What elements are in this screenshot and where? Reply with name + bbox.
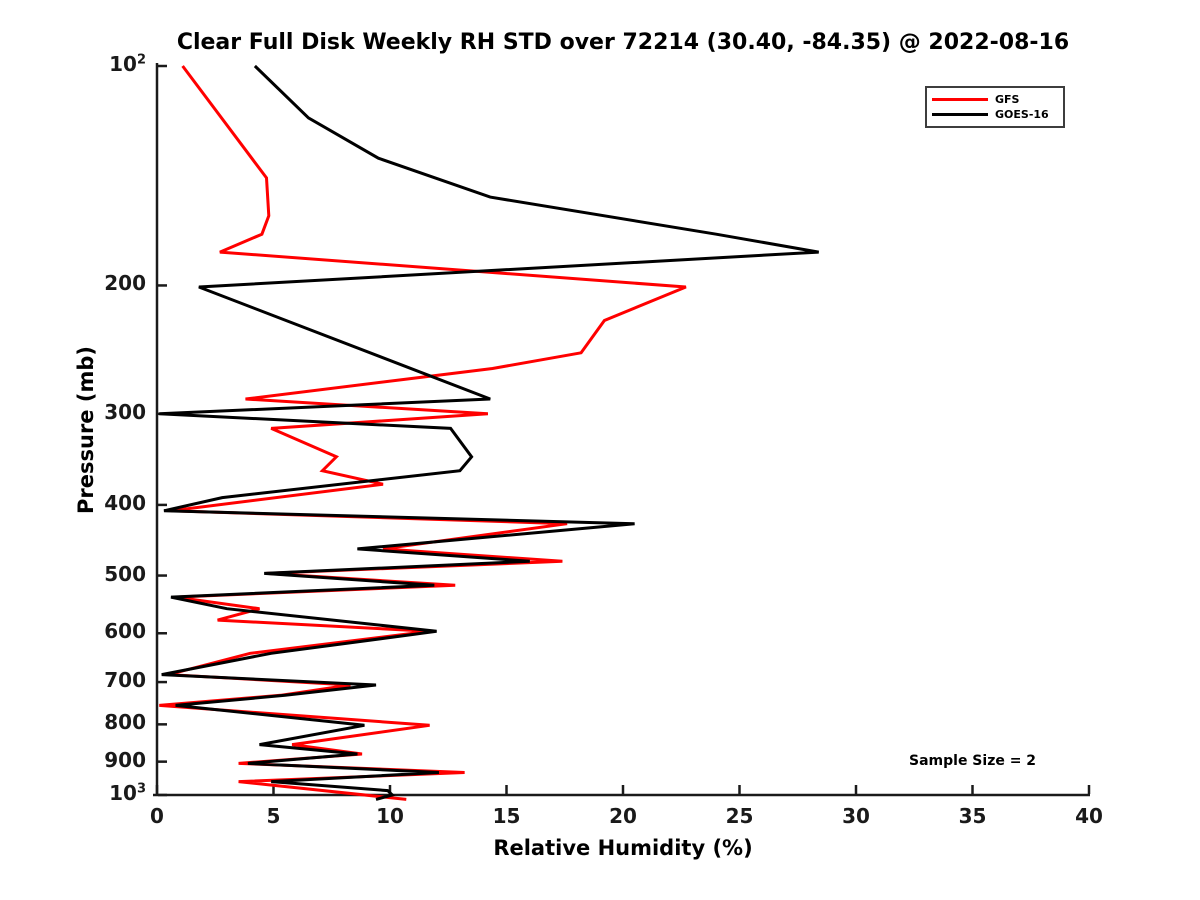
sample-size-annotation: Sample Size = 2 bbox=[909, 753, 1037, 769]
legend-item-goes16: GOES-16 bbox=[932, 107, 1058, 122]
gfs-line-swatch bbox=[932, 98, 988, 101]
y-tick-label: 900 bbox=[104, 747, 146, 772]
goes16-line-swatch bbox=[932, 113, 988, 116]
y-tick-label: 102 bbox=[109, 52, 146, 76]
y-tick-label: 200 bbox=[104, 271, 146, 296]
x-tick-label: 40 bbox=[1075, 804, 1103, 828]
x-tick-label: 25 bbox=[725, 804, 754, 828]
x-tick-label: 10 bbox=[376, 804, 404, 828]
x-axis-label: Relative Humidity (%) bbox=[493, 836, 753, 860]
plot-title: Clear Full Disk Weekly RH STD over 72214… bbox=[176, 30, 1070, 55]
legend-item-gfs: GFS bbox=[932, 92, 1058, 107]
y-tick-label: 400 bbox=[104, 490, 146, 515]
y-tick-label: 300 bbox=[104, 399, 146, 424]
x-tick-label: 5 bbox=[266, 804, 281, 828]
goes16-line bbox=[159, 64, 819, 801]
x-tick-label: 0 bbox=[150, 804, 164, 828]
legend-label-goes16: GOES-16 bbox=[995, 108, 1049, 121]
x-tick-label: 35 bbox=[958, 804, 987, 828]
y-tick-label: 103 bbox=[109, 781, 146, 805]
y-tick-label: 500 bbox=[104, 561, 146, 586]
y-tick-label: 700 bbox=[104, 668, 146, 693]
x-tick-label: 30 bbox=[842, 804, 870, 828]
gfs-line bbox=[159, 65, 687, 801]
x-tick-label: 20 bbox=[609, 804, 637, 828]
legend-label-gfs: GFS bbox=[995, 93, 1020, 106]
y-tick-label: 800 bbox=[104, 710, 146, 735]
y-tick-label: 600 bbox=[104, 619, 146, 644]
x-tick-label: 15 bbox=[492, 804, 521, 828]
y-axis-label: Pressure (mb) bbox=[74, 346, 98, 514]
legend-box: GFS GOES-16 bbox=[925, 86, 1065, 128]
